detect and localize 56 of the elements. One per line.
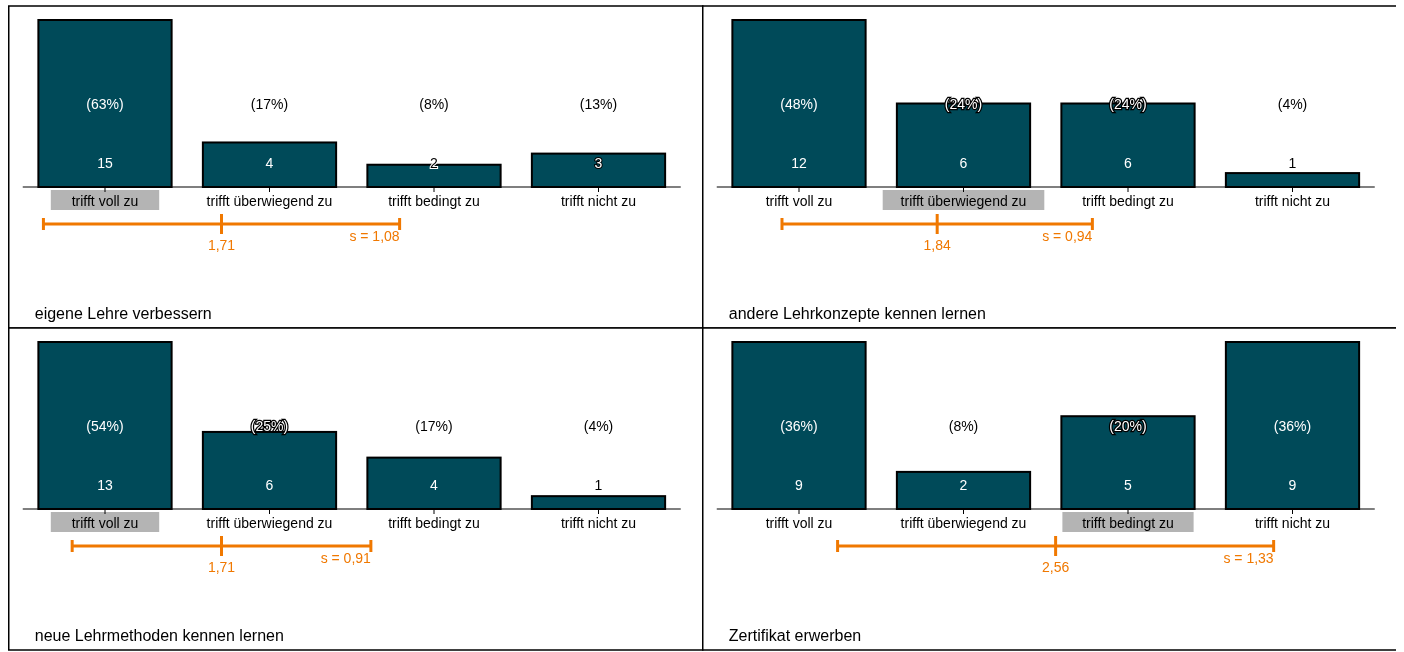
- text: eigene Lehre verbessern: [34, 305, 212, 322]
- x-tick-label: trifft überwiegend zu: [900, 193, 1027, 209]
- data-label: 12: [791, 155, 807, 171]
- text: neue Lehrmethoden kennen lernen: [34, 627, 284, 644]
- annotation: (54%): [86, 418, 124, 434]
- annotation: (36%): [780, 418, 818, 434]
- x-tick-label: trifft voll zu: [765, 193, 833, 209]
- data-label: 4: [265, 155, 274, 171]
- x-tick-label: trifft bedingt zu: [388, 515, 480, 531]
- annotation: (63%): [86, 96, 124, 112]
- data-label: 1: [594, 477, 603, 493]
- x-tick-label: trifft voll zu: [765, 515, 833, 531]
- x-tick-label: trifft voll zu: [71, 193, 139, 209]
- data-label: 3: [594, 155, 603, 171]
- text: s = 1,33: [1223, 550, 1274, 566]
- x-tick-label: trifft überwiegend zu: [206, 515, 333, 531]
- data-label: 9: [795, 477, 804, 493]
- x-tick-label: trifft überwiegend zu: [900, 515, 1027, 531]
- data-label: 1: [1288, 155, 1297, 171]
- annotation: (48%): [780, 96, 818, 112]
- text: 1,71: [207, 237, 236, 253]
- annotation: (4%): [1277, 96, 1308, 112]
- x-tick-label: trifft voll zu: [71, 515, 139, 531]
- x-tick-label: trifft bedingt zu: [1082, 515, 1174, 531]
- x-tick-label: trifft nicht zu: [560, 193, 637, 209]
- x-tick-label: trifft nicht zu: [560, 515, 637, 531]
- annotation: (13%): [579, 96, 618, 112]
- text: s = 0,94: [1042, 228, 1093, 244]
- text: s = 0,91: [320, 550, 372, 566]
- data-label: 6: [265, 477, 274, 493]
- x-tick-label: trifft überwiegend zu: [206, 193, 333, 209]
- text: s = 1,08: [349, 228, 400, 244]
- annotation: (36%): [1273, 418, 1312, 434]
- x-tick-label: trifft bedingt zu: [1082, 193, 1174, 209]
- x-tick-label: trifft bedingt zu: [388, 193, 480, 209]
- text: 2,56: [1041, 559, 1070, 575]
- annotation: (8%): [948, 418, 979, 434]
- annotation: (17%): [415, 418, 453, 434]
- annotation: (17%): [250, 96, 289, 112]
- data-label: 13: [97, 477, 113, 493]
- data-label: 9: [1288, 477, 1297, 493]
- data-label: 2: [959, 477, 968, 493]
- data-label: 6: [1124, 155, 1133, 171]
- data-label: 15: [97, 155, 113, 171]
- text: andere Lehrkonzepte kennen lernen: [728, 305, 986, 322]
- x-tick-label: trifft nicht zu: [1254, 515, 1331, 531]
- text: Zertifikat erwerben: [728, 627, 862, 644]
- data-label: 4: [430, 477, 439, 493]
- annotation: (20%): [1109, 418, 1147, 434]
- text: 1,71: [207, 559, 236, 575]
- text: 1,84: [923, 237, 952, 253]
- annotation: (4%): [583, 418, 614, 434]
- data-label: 6: [959, 155, 968, 171]
- annotation: (8%): [419, 96, 449, 112]
- data-label: 5: [1124, 477, 1133, 493]
- x-tick-label: trifft nicht zu: [1254, 193, 1331, 209]
